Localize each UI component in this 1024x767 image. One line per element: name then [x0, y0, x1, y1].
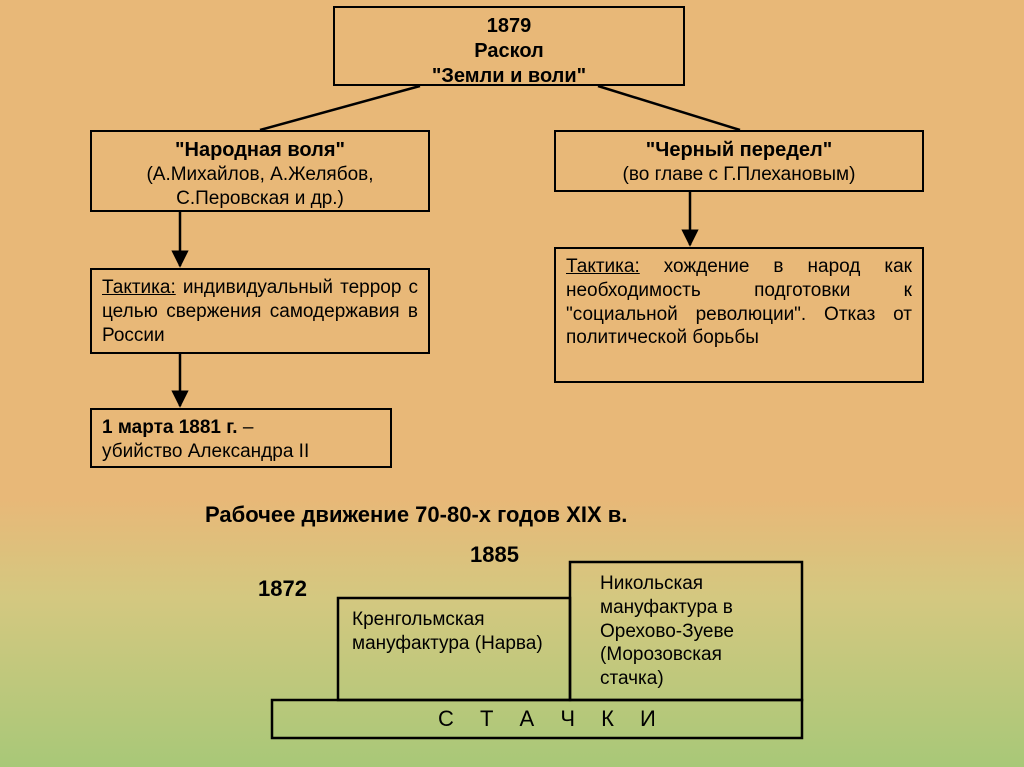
stachki-label: С Т А Ч К И [438, 706, 666, 732]
root-box: 1879 Раскол "Земли и воли" [333, 6, 685, 86]
left-org-sub: (А.Михайлов, А.Желябов, С.Перовская и др… [102, 163, 418, 211]
event-desc: убийство Александра II [102, 441, 309, 462]
right-org-sub: (во главе с Г.Плехановым) [566, 163, 912, 187]
year-right: 1885 [470, 542, 519, 568]
strike-left-text: Кренгольмская мануфактура (Нарва) [352, 608, 552, 656]
root-year: 1879 [345, 14, 673, 39]
left-event-box: 1 марта 1881 г. – убийство Александра II [90, 408, 392, 468]
left-org-box: "Народная воля" (А.Михайлов, А.Желябов, … [90, 130, 430, 212]
right-tactic-box: Тактика: хождение в народ как необходимо… [554, 247, 924, 383]
section-title: Рабочее движение 70-80-х годов XIX в. [205, 502, 627, 528]
left-tactic-label: Тактика: [102, 277, 176, 298]
left-org-title: "Народная воля" [102, 138, 418, 163]
year-left: 1872 [258, 576, 307, 602]
root-quote: "Земли и воли" [345, 64, 673, 89]
event-dash: – [238, 417, 254, 438]
left-tactic-box: Тактика: индивидуальный террор с целью с… [90, 268, 430, 354]
right-org-box: "Черный передел" (во главе с Г.Плехановы… [554, 130, 924, 192]
right-org-title: "Черный передел" [566, 138, 912, 163]
root-word: Раскол [345, 39, 673, 64]
event-date: 1 марта 1881 г. [102, 417, 238, 438]
right-tactic-label: Тактика: [566, 256, 640, 277]
strike-right-text: Никольская мануфактура в Орехово-Зуеве (… [600, 572, 790, 691]
